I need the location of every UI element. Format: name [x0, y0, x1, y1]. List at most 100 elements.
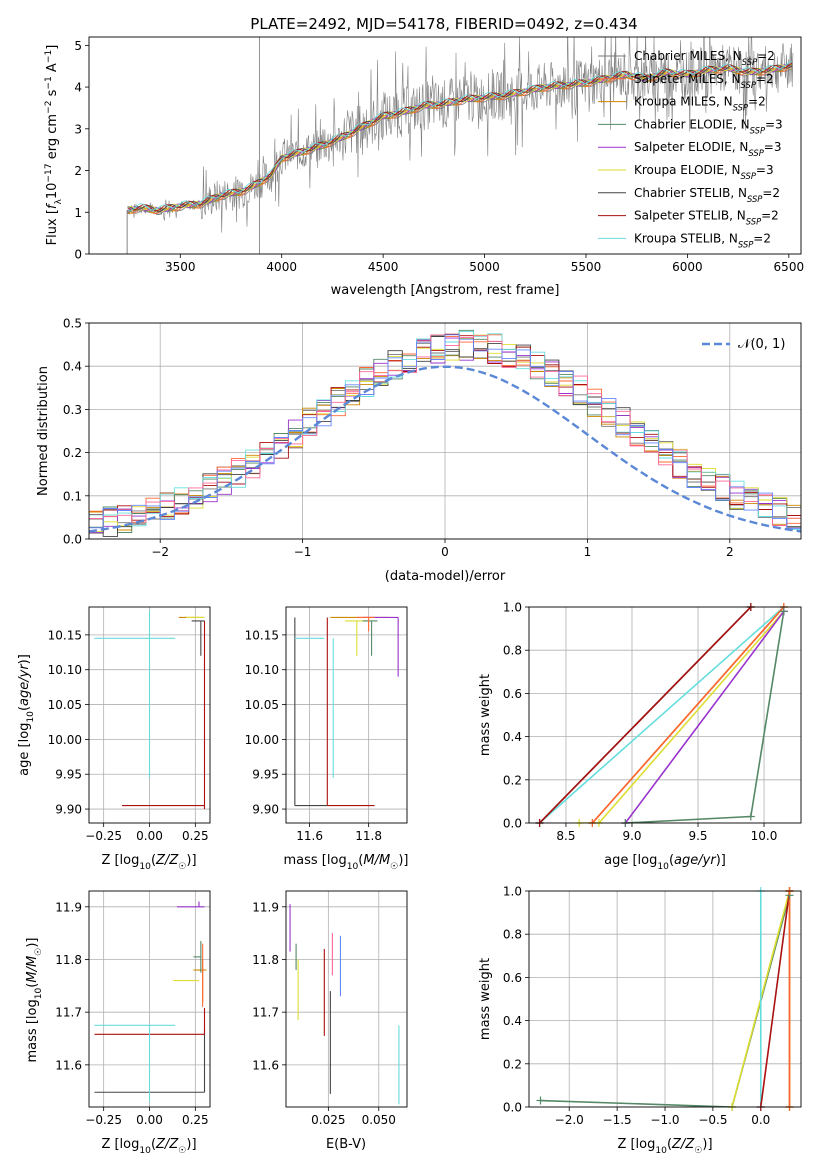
massweight_vs_Z-plot-area	[529, 891, 801, 1107]
x-tick-label: −2.0	[555, 1113, 584, 1127]
x-tick-label: 4500	[368, 260, 399, 274]
y-tick-label: 0.4	[503, 1014, 522, 1028]
age_vs_Z-plot-area	[89, 607, 210, 823]
legend-entry: Chabrier STELIB, NSSP=2	[634, 186, 780, 204]
y-tick-label: 0.6	[503, 687, 522, 701]
y-tick-label: 0.1	[63, 489, 82, 503]
legend-entry: Salpeter MILES, NSSP=2	[634, 72, 774, 90]
series-line	[579, 610, 785, 823]
axes-frame	[528, 606, 802, 824]
x-tick-label: 0.25	[182, 829, 209, 843]
legend-entry: Chabrier MILES, NSSP=2	[634, 49, 775, 67]
legend-entry: Kroupa ELODIE, NSSP=3	[634, 163, 774, 181]
y-tick-label: 11.9	[55, 900, 82, 914]
series-point	[746, 812, 755, 821]
axes-frame	[285, 606, 408, 824]
y-tick-label: 0.0	[503, 817, 522, 831]
y-tick-label: 11.6	[55, 1058, 82, 1072]
y-tick-label: 11.6	[252, 1058, 279, 1072]
massweight_vs_Z-panel: −2.0 −1.5 −1.0 −0.5 0.0 0.0 0.2 0.4 0.6 0.8 1.0 Z […	[478, 885, 802, 1156]
x-tick-label: 8.5	[556, 829, 575, 843]
model-spectrum	[127, 62, 793, 212]
y-axis-label: mass weight	[478, 958, 493, 1040]
age_vs_mass-plot-area	[286, 607, 407, 823]
series-point	[779, 607, 788, 616]
y-axis-label: mass weight	[478, 674, 493, 756]
figure-title: PLATE=2492, MJD=54178, FIBERID=0492, z=0…	[250, 15, 637, 33]
age_vs_mass-panel: 11.6 11.8 9.90 9.95 10.00 10.05 10.10 10.15 mass…	[245, 606, 408, 872]
y-tick-label: 9.90	[252, 803, 279, 817]
legend-entry: 𝒩(0, 1)	[738, 337, 785, 352]
x-tick-label: −0.25	[85, 1113, 122, 1127]
mass_vs_EBV-plot-area	[286, 891, 407, 1107]
x-tick-label: −0.25	[85, 829, 122, 843]
spectrum-panel: 3500 4000 4500 5000 5500 6000 6500 0 1 2 3 4 5 Chabri…	[44, 36, 804, 298]
x-tick-label: −1.5	[603, 1113, 632, 1127]
y-tick-label: 0	[74, 248, 82, 262]
residuals-plot-area	[89, 323, 801, 539]
axes-frame	[285, 890, 408, 1108]
x-tick-label: 5000	[469, 260, 500, 274]
age_vs_Z-panel: −0.25 0.00 0.25 9.90 9.95 10.00 10.05 10.10 10.1…	[17, 606, 211, 872]
x-axis-label: wavelength [Angstrom, rest frame]	[331, 283, 560, 298]
x-tick-label: 11.8	[355, 829, 382, 843]
axes-frame	[88, 36, 802, 255]
x-tick-label: −2	[151, 545, 169, 559]
axes-frame	[88, 890, 211, 1108]
spectrum-plot-area	[126, 37, 794, 254]
y-tick-label: 1	[74, 206, 82, 220]
normal-reference-curve	[89, 365, 801, 533]
y-tick-label: 11.7	[55, 1006, 82, 1020]
y-tick-label: 9.95	[252, 768, 279, 782]
y-tick-label: 10.15	[245, 628, 279, 642]
x-tick-label: 0.25	[182, 1113, 209, 1127]
x-tick-label: 4000	[266, 260, 297, 274]
y-axis-label: mass [log10(M/M☉)]	[25, 938, 44, 1063]
legend-entry: Salpeter STELIB, NSSP=2	[634, 209, 779, 227]
y-tick-label: 2	[74, 164, 82, 178]
x-tick-label: 6000	[672, 260, 703, 274]
x-tick-label: 10.0	[751, 829, 778, 843]
y-tick-label: 10.10	[48, 663, 82, 677]
y-tick-label: 0.5	[63, 317, 82, 331]
x-tick-label: 0	[441, 545, 449, 559]
y-tick-label: 11.7	[252, 1006, 279, 1020]
axes-frame	[528, 890, 802, 1108]
x-axis-label: age [log10(age/yr)]	[604, 853, 726, 872]
x-tick-label: 0.0	[751, 1113, 770, 1127]
series-point	[536, 1096, 545, 1105]
legend-entry: Kroupa STELIB, NSSP=2	[634, 231, 771, 249]
model-spectrum	[127, 64, 793, 212]
x-tick-label: 0.00	[136, 1113, 163, 1127]
x-axis-label: E(B-V)	[326, 1137, 366, 1152]
y-tick-label: 10.15	[48, 628, 82, 642]
x-tick-label: 1	[584, 545, 592, 559]
y-tick-label: 0.0	[63, 533, 82, 547]
massweight_vs_age-plot-area	[529, 607, 801, 823]
mass_vs_Z-panel: −0.25 0.00 0.25 11.6 11.7 11.8 11.9 Z [log10(Z/…	[25, 890, 211, 1156]
legend-entry: Salpeter ELODIE, NSSP=3	[634, 140, 782, 158]
y-tick-label: 11.8	[252, 953, 279, 967]
x-tick-label: 3500	[165, 260, 196, 274]
legend-entry: Kroupa MILES, NSSP=2	[634, 95, 766, 113]
y-tick-label: 10.10	[245, 663, 279, 677]
x-tick-label: 0.00	[136, 829, 163, 843]
y-tick-label: 4	[74, 81, 82, 95]
residuals-panel: −2 −1 0 1 2 0.0 0.1 0.2 0.3 0.4 0.5 𝒩(0, 1) (data-mo…	[36, 317, 802, 584]
y-tick-label: 0.2	[503, 1057, 522, 1071]
y-tick-label: 0.3	[63, 403, 82, 417]
y-tick-label: 10.05	[48, 698, 82, 712]
x-tick-label: 0.025	[311, 1113, 345, 1127]
y-tick-label: 1.0	[503, 601, 522, 615]
observed-spectrum	[127, 37, 794, 233]
y-tick-label: 11.8	[55, 953, 82, 967]
series-line	[759, 891, 791, 1107]
x-axis-label: Z [log10(Z/Z☉)]	[617, 1137, 712, 1156]
y-tick-label: 10.05	[245, 698, 279, 712]
y-tick-label: 9.90	[55, 803, 82, 817]
y-tick-label: 1.0	[503, 885, 522, 899]
x-tick-label: 9.0	[622, 829, 641, 843]
legend-entry: Chabrier ELODIE, NSSP=3	[634, 117, 783, 135]
y-tick-label: 0.2	[63, 446, 82, 460]
